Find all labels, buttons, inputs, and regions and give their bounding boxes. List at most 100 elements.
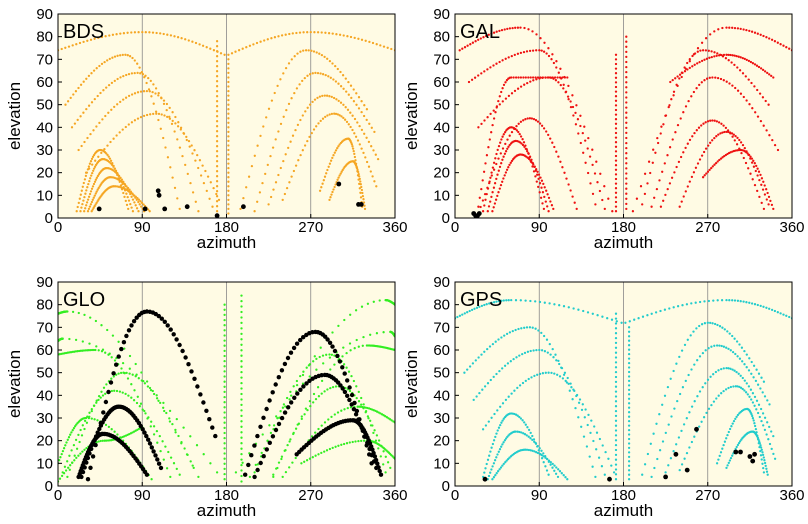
track-point — [538, 372, 542, 376]
track-point — [240, 425, 243, 428]
track-point — [482, 170, 486, 173]
track-point — [347, 93, 350, 96]
track-point — [716, 76, 720, 80]
track-point — [584, 161, 587, 164]
track-point — [542, 452, 545, 455]
track-point — [666, 187, 669, 191]
track-point — [122, 32, 126, 35]
track-point — [547, 210, 550, 213]
track-point — [245, 46, 248, 49]
track-point — [124, 333, 129, 339]
track-point — [368, 40, 371, 44]
track-point — [495, 372, 498, 376]
track-point — [115, 389, 119, 393]
track-point — [227, 212, 230, 215]
track-point — [171, 422, 174, 426]
track-point — [695, 129, 698, 132]
track-point — [561, 166, 564, 169]
track-point — [559, 67, 562, 70]
x-tick-label: 360 — [382, 219, 407, 236]
track-point — [357, 400, 361, 403]
track-point — [87, 349, 91, 352]
track-point — [731, 299, 734, 302]
track-point — [768, 442, 772, 446]
track-point — [713, 344, 716, 347]
track-point — [256, 144, 259, 147]
track-point — [119, 346, 124, 352]
track-point — [335, 353, 340, 359]
track-point — [591, 163, 594, 167]
track-point — [760, 177, 764, 180]
track-point — [748, 103, 751, 106]
track-point — [521, 419, 524, 422]
track-point — [272, 424, 276, 427]
track-point — [219, 52, 223, 55]
track-point — [713, 55, 716, 58]
track-point — [63, 465, 67, 468]
track-point — [292, 395, 297, 400]
track-point — [168, 327, 173, 332]
track-point — [583, 125, 586, 128]
track-point — [152, 83, 155, 86]
track-point — [62, 447, 66, 450]
track-point — [763, 184, 766, 187]
track-point — [556, 76, 559, 79]
track-point — [506, 138, 509, 141]
track-point — [715, 397, 718, 400]
track-point — [165, 411, 168, 415]
track-point — [497, 338, 500, 341]
track-point — [525, 434, 528, 437]
track-point — [757, 170, 761, 173]
track-point — [208, 197, 211, 200]
track-point — [536, 76, 540, 79]
track-point — [367, 417, 370, 420]
track-point — [127, 123, 130, 126]
track-point — [339, 85, 343, 88]
track-point — [79, 193, 82, 196]
track-point — [106, 144, 109, 147]
track-point — [658, 413, 661, 416]
track-point — [267, 440, 272, 445]
track-point — [625, 91, 628, 94]
track-point — [540, 349, 544, 352]
track-point — [89, 190, 93, 193]
track-point — [692, 330, 695, 333]
track-point — [742, 95, 745, 99]
track-point — [532, 163, 535, 166]
track-point — [691, 54, 694, 58]
track-point — [106, 59, 109, 62]
track-point — [223, 401, 226, 404]
track-point — [694, 166, 698, 169]
track-point — [779, 43, 782, 46]
track-point — [227, 121, 230, 124]
highlight-point — [336, 181, 342, 187]
track-point — [104, 351, 107, 354]
track-point — [157, 399, 160, 402]
track-point — [323, 421, 327, 424]
track-point — [749, 155, 752, 158]
track-point — [90, 454, 96, 459]
track-point — [355, 385, 358, 388]
y-tick-label: 40 — [36, 387, 53, 404]
track-point — [535, 33, 538, 36]
track-point — [490, 446, 493, 449]
track-point — [370, 126, 373, 129]
track-point — [676, 123, 680, 127]
track-point — [240, 403, 243, 407]
track-point — [653, 196, 656, 199]
track-point — [713, 30, 716, 33]
track-point — [627, 473, 631, 476]
track-point — [591, 148, 594, 151]
track-point — [272, 188, 275, 191]
track-point — [500, 138, 503, 141]
track-point — [541, 202, 544, 205]
track-point — [104, 114, 107, 118]
y-tick-label: 90 — [36, 6, 53, 23]
track-point — [661, 170, 664, 173]
track-point — [288, 440, 291, 443]
track-point — [761, 412, 765, 415]
track-point — [77, 201, 80, 205]
track-point — [625, 35, 628, 38]
track-point — [92, 167, 96, 170]
track-point — [646, 452, 650, 456]
